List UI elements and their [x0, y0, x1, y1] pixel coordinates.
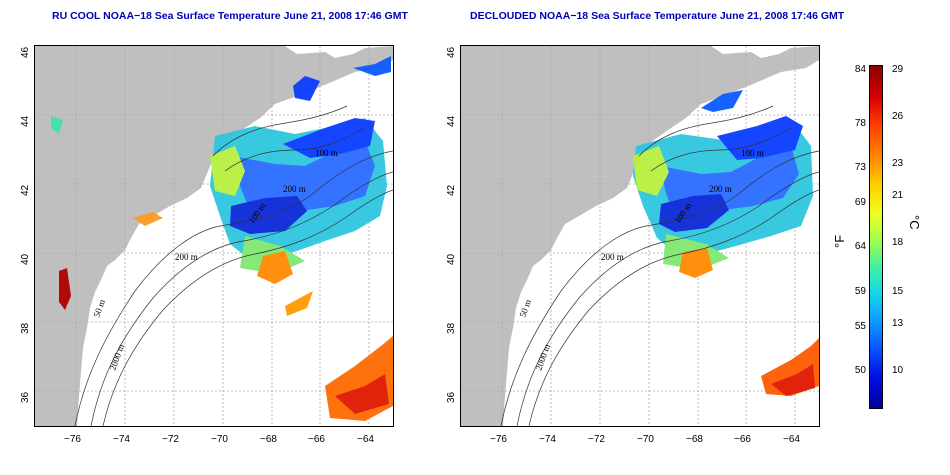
left-xtick--66: −66 — [308, 434, 325, 445]
left-ytick-42: 42 — [20, 184, 31, 196]
left-xtick--64: −64 — [357, 434, 374, 445]
colorbar-c-21: 21 — [892, 190, 904, 201]
left-xtick--70: −70 — [211, 434, 228, 445]
contour-label-2000m: 2000 m — [533, 343, 552, 372]
right-ytick-36: 36 — [446, 391, 457, 403]
sst-data — [51, 56, 393, 421]
left-xtick--76: −76 — [64, 434, 81, 445]
right-ytick-40: 40 — [446, 253, 457, 265]
colorbar-c-10: 10 — [892, 365, 904, 376]
left-map-title: RU COOL NOAA−18 Sea Surface Temperature … — [52, 10, 408, 22]
right-xtick--64: −64 — [783, 434, 800, 445]
colorbar-unit-c: °C — [907, 215, 922, 230]
left-map-panel: 50 m 2000 m 200 m 100 m 200 m 100 m — [34, 45, 394, 427]
colorbar-c-18: 18 — [892, 237, 904, 248]
right-xtick--70: −70 — [637, 434, 654, 445]
left-xtick--74: −74 — [113, 434, 130, 445]
contour-label-2000m: 2000 m — [107, 343, 126, 372]
right-xtick--68: −68 — [686, 434, 703, 445]
contour-label-100m-a: 100 m — [741, 148, 764, 158]
colorbar-f-69: 69 — [854, 197, 866, 208]
land-mass — [35, 46, 393, 426]
contour-label-200m-b: 200 m — [709, 184, 732, 194]
colorbar-c-23: 23 — [892, 158, 904, 169]
right-ytick-42: 42 — [446, 184, 457, 196]
colorbar — [869, 65, 883, 409]
left-ytick-44: 44 — [20, 115, 31, 127]
contour-label-50m: 50 m — [517, 298, 533, 319]
left-xtick--72: −72 — [162, 434, 179, 445]
colorbar-f-84: 84 — [854, 64, 866, 75]
colorbar-f-59: 59 — [854, 286, 866, 297]
contour-label-200m-b: 200 m — [283, 184, 306, 194]
colorbar-unit-f: °F — [832, 234, 847, 248]
contour-label-100m-a: 100 m — [315, 148, 338, 158]
colorbar-f-50: 50 — [854, 365, 866, 376]
colorbar-f-55: 55 — [854, 321, 866, 332]
right-map-title: DECLOUDED NOAA−18 Sea Surface Temperatur… — [470, 10, 845, 22]
left-map-svg: 50 m 2000 m 200 m 100 m 200 m 100 m — [35, 46, 393, 426]
right-map-panel: 50 m 2000 m 200 m 100 m 200 m 100 m — [460, 45, 820, 427]
right-map-svg: 50 m 2000 m 200 m 100 m 200 m 100 m — [461, 46, 819, 426]
colorbar-f-73: 73 — [854, 162, 866, 173]
bathymetry-contours — [500, 105, 819, 426]
colorbar-c-13: 13 — [892, 318, 904, 329]
right-ytick-44: 44 — [446, 115, 457, 127]
colorbar-f-78: 78 — [854, 118, 866, 129]
colorbar-c-15: 15 — [892, 286, 904, 297]
contour-label-50m: 50 m — [91, 298, 107, 319]
sst-data — [633, 90, 819, 396]
left-ytick-38: 38 — [20, 322, 31, 334]
right-ytick-38: 38 — [446, 322, 457, 334]
left-ytick-36: 36 — [20, 391, 31, 403]
right-xtick--66: −66 — [734, 434, 751, 445]
colorbar-f-64: 64 — [854, 241, 866, 252]
left-xtick--68: −68 — [260, 434, 277, 445]
contour-label-200m: 200 m — [175, 252, 198, 262]
left-ytick-40: 40 — [20, 253, 31, 265]
right-ytick-46: 46 — [446, 46, 457, 58]
bathymetry-contours — [74, 105, 393, 426]
contour-label-200m: 200 m — [601, 252, 624, 262]
colorbar-c-26: 26 — [892, 111, 904, 122]
right-xtick--76: −76 — [490, 434, 507, 445]
right-xtick--72: −72 — [588, 434, 605, 445]
land-mass — [461, 46, 819, 426]
left-ytick-46: 46 — [20, 46, 31, 58]
colorbar-c-29: 29 — [892, 64, 904, 75]
right-xtick--74: −74 — [539, 434, 556, 445]
